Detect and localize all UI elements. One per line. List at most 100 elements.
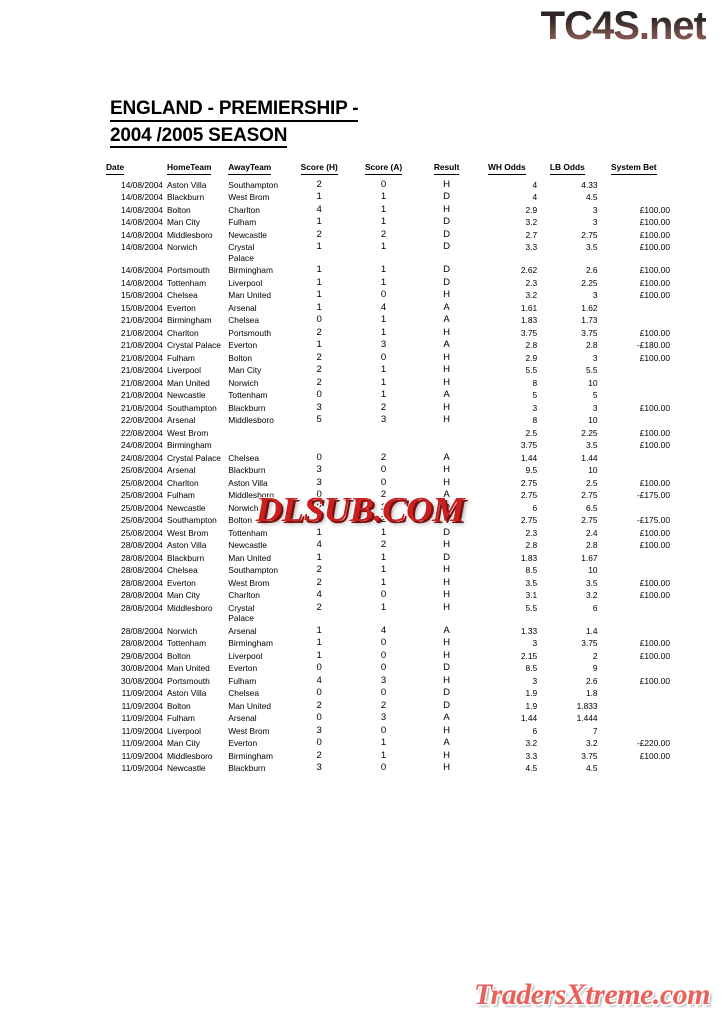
table-row: 24/08/2004 Birmingham 3.75 3.5 £100.00 <box>104 439 670 452</box>
cell-system-bet <box>598 602 670 625</box>
cell-result: H <box>443 724 451 736</box>
table-row: 14/08/2004 Middlesboro Newcastle 2 2 D 2.7 2.75… <box>104 229 670 242</box>
cell-wh-odds: 1.44 <box>520 452 538 463</box>
cell-result: D <box>443 216 451 227</box>
cell-score-home: 0 <box>316 737 322 748</box>
cell-date: 28/08/2004 <box>121 565 163 575</box>
table-row: 11/09/2004 Bolton Man United 2 2 D 1.9 1.833 <box>104 700 670 713</box>
cell-score-away: 0 <box>380 351 387 363</box>
cell-score-away: 1 <box>380 389 387 400</box>
cell-result: H <box>443 749 451 761</box>
cell-lb-odds: 2.25 <box>581 427 598 438</box>
cell-score-away: 3 <box>380 414 387 425</box>
cell-score-home: 2 <box>316 601 322 613</box>
table-row: 11/09/2004 Fulham Arsenal 0 3 A 1.44 1.444 <box>104 712 670 725</box>
cell-score-home: 1 <box>316 289 322 300</box>
cell-home-team: Arsenal <box>166 465 196 475</box>
cell-system-bet: £100.00 <box>639 217 670 227</box>
cell-system-bet <box>598 725 670 738</box>
cell-result: A <box>443 314 450 325</box>
cell-score-home: 1 <box>316 301 322 313</box>
cell-wh-odds: 3.3 <box>525 750 538 761</box>
cell-score-home: 2 <box>316 699 322 711</box>
cell-date: 14/08/2004 <box>121 192 163 202</box>
cell-score-away: 1 <box>380 526 387 538</box>
cell-home-team: Charlton <box>166 477 199 488</box>
cell-result: H <box>443 539 451 550</box>
cell-system-bet: £100.00 <box>639 477 670 488</box>
table-row: 11/09/2004 Aston Villa Chelsea 0 0 D 1.9 1.8 <box>104 687 670 700</box>
cell-lb-odds: 3.2 <box>585 590 598 600</box>
cell-result: H <box>443 326 451 338</box>
cell-lb-odds: 3.75 <box>581 750 598 761</box>
cell-wh-odds: 4 <box>532 179 538 190</box>
cell-away-team: Blackburn <box>228 402 266 413</box>
cell-home-team: West Brom <box>166 527 209 538</box>
cell-wh-odds: 3.75 <box>520 327 538 338</box>
cell-lb-odds: 4.5 <box>585 192 598 202</box>
cell-wh-odds: 6 <box>532 502 538 513</box>
cell-date: 28/08/2004 <box>121 540 163 550</box>
cell-result: H <box>443 376 451 388</box>
column-header-away-team: AwayTeam <box>228 162 288 179</box>
cell-home-team: Middlesboro <box>166 229 213 240</box>
cell-system-bet: -£175.00 <box>636 490 670 500</box>
cell-result: A <box>443 737 450 748</box>
cell-score-away: 1 <box>380 276 387 288</box>
cell-lb-odds: 3 <box>592 204 598 215</box>
cell-home-team: West Brom <box>166 427 209 438</box>
cell-home-team: Birmingham <box>166 440 212 450</box>
cell-score-home: 2 <box>316 326 322 338</box>
cell-date: 15/08/2004 <box>121 290 163 300</box>
cell-score-away: 1 <box>380 241 387 252</box>
cell-home-team: Man United <box>166 663 210 673</box>
cell-home-team: Bolton <box>166 650 191 661</box>
cell-result <box>417 427 477 440</box>
cell-away-team: Man United <box>228 290 272 300</box>
cell-wh-odds: 1.61 <box>520 302 538 313</box>
table-row: 22/08/2004 Arsenal Middlesboro 5 3 H 8 10 <box>104 414 670 427</box>
cell-date: 21/08/2004 <box>121 340 163 350</box>
cell-result: D <box>443 241 451 252</box>
cell-home-team: Bolton <box>166 700 191 711</box>
cell-away-team: Middlesboro <box>228 490 274 500</box>
cell-date: 30/08/2004 <box>121 675 163 686</box>
cell-system-bet: £100.00 <box>639 204 670 215</box>
cell-score-home: 3 <box>316 762 322 773</box>
cell-home-team: Middlesboro <box>166 602 213 613</box>
cell-date: 24/08/2004 <box>121 440 163 450</box>
cell-score-home: 0 <box>316 662 322 673</box>
cell-system-bet: £100.00 <box>639 352 670 363</box>
cell-score-away: 1 <box>380 564 387 575</box>
cell-date: 21/08/2004 <box>121 327 163 338</box>
cell-system-bet: £100.00 <box>639 675 670 686</box>
cell-score-home: 1 <box>316 339 322 350</box>
cell-result: A <box>443 712 450 723</box>
cell-system-bet <box>598 314 670 327</box>
cell-lb-odds: 4.5 <box>585 763 598 773</box>
cell-wh-odds: 2.9 <box>525 352 538 363</box>
cell-score-away: 1 <box>380 376 387 388</box>
cell-score-home: 1 <box>316 241 322 252</box>
cell-away-team: Blackburn <box>228 465 266 475</box>
cell-score-away: 1 <box>380 326 387 338</box>
table-row: 28/08/2004 Man City Charlton 4 0 H 3.1 3.2 £100.… <box>104 589 670 602</box>
cell-lb-odds: 2.4 <box>585 527 598 538</box>
cell-system-bet: £100.00 <box>639 242 670 252</box>
cell-date: 25/08/2004 <box>121 515 163 525</box>
cell-wh-odds: 8.5 <box>525 565 538 575</box>
cell-home-team: Arsenal <box>166 415 196 425</box>
cell-away-team: Middlesboro <box>228 415 274 425</box>
cell-score-away: 3 <box>380 339 387 350</box>
cell-wh-odds: 2.75 <box>520 490 538 500</box>
cell-lb-odds: 1.4 <box>585 625 598 636</box>
cell-away-team: Liverpool <box>228 277 263 288</box>
cell-system-bet <box>598 687 670 700</box>
cell-system-bet: £100.00 <box>639 590 670 600</box>
cell-home-team: Newcastle <box>166 763 206 773</box>
cell-home-team: Blackburn <box>166 192 205 202</box>
column-header-date: Date <box>104 162 167 179</box>
cell-date: 14/08/2004 <box>121 265 163 275</box>
cell-wh-odds: 2.3 <box>525 527 538 538</box>
cell-result: D <box>443 264 451 275</box>
